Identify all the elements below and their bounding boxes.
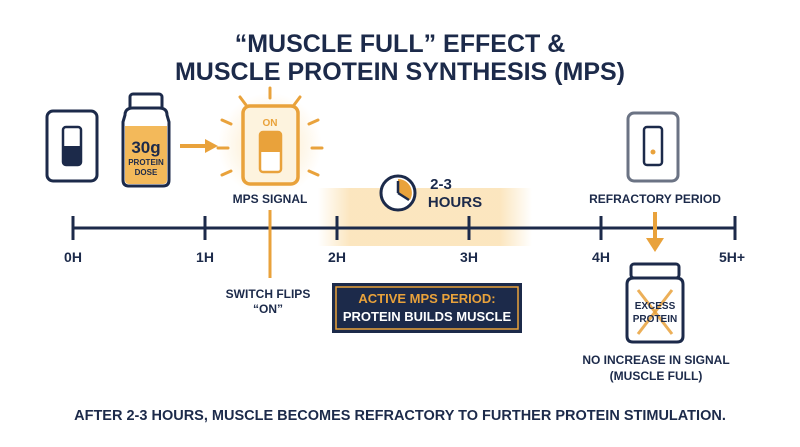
dose-arrow-icon — [180, 139, 218, 153]
duration-line-1: 2-3 — [430, 176, 452, 193]
tick-label-4h: 4H — [592, 249, 610, 265]
tick-label-2h: 2H — [328, 249, 346, 265]
no-increase-line-2: (MUSCLE FULL) — [610, 369, 703, 383]
dose-label-line-2: DOSE — [135, 168, 158, 177]
dose-amount: 30g — [131, 138, 160, 157]
tick-label-5h: 5H+ — [719, 249, 745, 265]
switch-flip-line-2: “ON” — [253, 302, 283, 316]
tick-label-1h: 1H — [196, 249, 214, 265]
switch-refractory-icon — [626, 111, 680, 183]
footer-caption: AFTER 2-3 HOURS, MUSCLE BECOMES REFRACTO… — [74, 408, 726, 424]
active-mps-line-2: PROTEIN BUILDS MUSCLE — [343, 309, 512, 324]
tick-label-3h: 3H — [460, 249, 478, 265]
switch-off-icon — [45, 109, 99, 183]
active-mps-box — [332, 283, 522, 333]
switch-on-icon — [216, 86, 324, 197]
mps-signal-caption: MPS SIGNAL — [233, 192, 308, 206]
active-mps-line-1: ACTIVE MPS PERIOD: — [358, 291, 495, 306]
switch-flip-line-1: SWITCH FLIPS — [226, 287, 311, 301]
protein-jar-icon — [121, 92, 171, 188]
refractory-arrow-icon — [646, 212, 664, 252]
duration-line-2: HOURS — [428, 194, 482, 211]
excess-line-1: EXCESS — [635, 301, 676, 312]
tick-label-0h: 0H — [64, 249, 82, 265]
title-line-2: MUSCLE PROTEIN SYNTHESIS (MPS) — [175, 58, 625, 86]
active-period-glow — [318, 188, 532, 246]
dose-label-line-1: PROTEIN — [128, 158, 164, 167]
excess-protein-jar-icon — [625, 262, 685, 344]
timeline-ticks — [71, 216, 737, 240]
refractory-caption: REFRACTORY PERIOD — [589, 192, 721, 206]
switch-on-label: ON — [263, 118, 278, 129]
title-line-1: “MUSCLE FULL” EFFECT & — [235, 30, 566, 58]
excess-line-2: PROTEIN — [633, 314, 677, 325]
no-increase-line-1: NO INCREASE IN SIGNAL — [582, 353, 729, 367]
clock-icon — [379, 174, 417, 212]
